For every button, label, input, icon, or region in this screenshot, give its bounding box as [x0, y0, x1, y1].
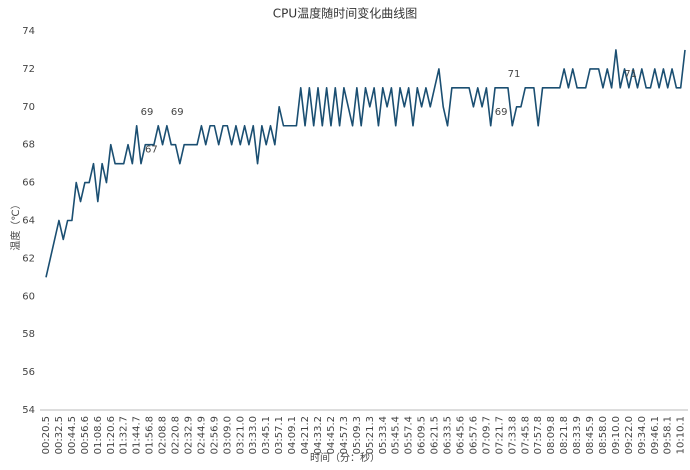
- x-tick-label: 09:22.0: [624, 416, 635, 454]
- y-tick-label: 68: [22, 140, 35, 151]
- x-tick-label: 03:09.0: [222, 416, 233, 454]
- x-tick-label: 06:57.6: [468, 416, 479, 454]
- x-tick-label: 00:20.5: [41, 416, 52, 454]
- x-axis-title: 时间（分：秒）: [310, 451, 380, 464]
- x-tick-label: 02:20.8: [171, 416, 182, 454]
- x-tick-label: 09:34.0: [637, 416, 648, 454]
- x-tick-label: 07:33.8: [507, 416, 518, 454]
- x-tick-label: 06:21.5: [430, 416, 441, 454]
- x-tick-label: 09:10.0: [611, 416, 622, 454]
- y-tick-label: 64: [22, 216, 35, 227]
- y-axis-title: 温度（℃）: [9, 199, 22, 250]
- x-tick-label: 08:33.9: [572, 416, 583, 454]
- x-tick-label: 01:44.7: [132, 416, 143, 454]
- x-tick-label: 04:21.2: [300, 416, 311, 454]
- y-tick-label: 70: [22, 102, 35, 113]
- x-tick-label: 07:09.7: [481, 416, 492, 454]
- y-tick-label: 66: [22, 178, 35, 189]
- x-tick-label: 05:09.3: [352, 416, 363, 454]
- y-tick-label: 56: [22, 367, 35, 378]
- y-tick-label: 54: [22, 405, 35, 416]
- x-tick-label: 07:45.8: [520, 416, 531, 454]
- x-tick-label: 01:56.8: [145, 416, 156, 454]
- x-tick-label: 01:32.7: [119, 416, 130, 454]
- chart-title: CPU温度随时间变化曲线图: [273, 6, 417, 21]
- x-tick-label: 01:08.6: [93, 416, 104, 454]
- x-tick-label: 01:20.6: [106, 416, 117, 454]
- x-tick-label: 06:33.5: [443, 416, 454, 454]
- y-tick-label: 74: [22, 26, 35, 37]
- data-label: 67: [145, 145, 158, 156]
- x-tick-label: 03:57.1: [274, 416, 285, 454]
- x-tick-label: 00:44.5: [67, 416, 78, 454]
- x-tick-label: 04:57.3: [339, 416, 350, 454]
- y-tick-label: 72: [22, 64, 35, 75]
- x-tick-label: 05:57.4: [404, 416, 415, 454]
- x-tick-label: 02:44.9: [196, 416, 207, 454]
- x-tick-label: 05:21.3: [365, 416, 376, 454]
- x-tick-label: 03:33.0: [248, 416, 259, 454]
- x-tick-label: 03:21.0: [235, 416, 246, 454]
- x-tick-label: 09:46.1: [650, 416, 661, 454]
- x-tick-label: 05:33.4: [378, 416, 389, 454]
- x-tick-label: 02:56.9: [209, 416, 220, 454]
- x-tick-label: 05:45.4: [391, 416, 402, 454]
- x-tick-label: 00:56.6: [80, 416, 91, 454]
- x-tick-label: 08:21.8: [559, 416, 570, 454]
- x-tick-label: 02:08.8: [158, 416, 169, 454]
- x-tick-label: 03:45.1: [261, 416, 272, 454]
- x-tick-label: 02:32.9: [183, 416, 194, 454]
- line-series: [45, 49, 686, 278]
- x-tick-label: 10:10.1: [676, 416, 687, 454]
- x-tick-label: 07:21.7: [494, 416, 505, 454]
- x-tick-label: 09:58.1: [663, 416, 674, 454]
- x-tick-label: 08:09.8: [546, 416, 557, 454]
- x-tick-label: 08:45.9: [585, 416, 596, 454]
- data-label: 69: [141, 107, 154, 118]
- y-tick-label: 62: [22, 253, 35, 264]
- data-label: 69: [495, 107, 508, 118]
- x-tick-label: 06:09.5: [417, 416, 428, 454]
- x-tick-label: 04:45.2: [326, 416, 337, 454]
- x-tick-label: 06:45.6: [455, 416, 466, 454]
- x-tick-label: 00:32.5: [54, 416, 65, 454]
- x-tick-label: 04:09.1: [287, 416, 298, 454]
- data-label: 69: [171, 107, 184, 118]
- x-tick-label: 04:33.2: [313, 416, 324, 454]
- data-label: 71: [624, 69, 637, 80]
- data-label: 71: [508, 69, 521, 80]
- y-tick-label: 60: [22, 291, 35, 302]
- x-tick-label: 07:57.8: [533, 416, 544, 454]
- x-tick-label: 08:58.0: [598, 416, 609, 454]
- y-tick-label: 58: [22, 329, 35, 340]
